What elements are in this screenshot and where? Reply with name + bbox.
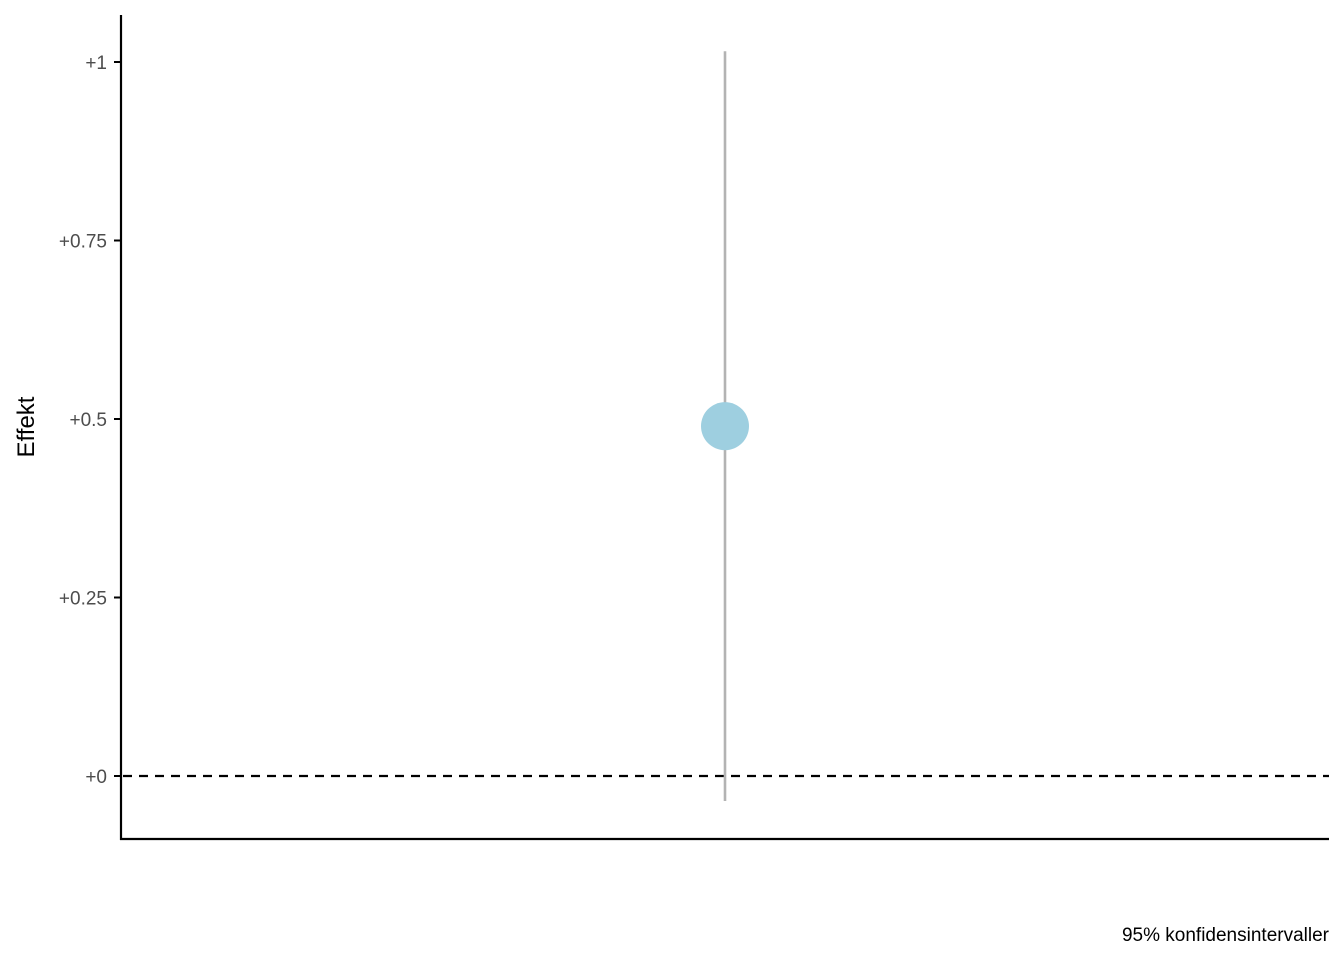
point-estimate: [701, 402, 749, 451]
y-tick-label: +1: [85, 53, 107, 74]
chart-caption: 95% konfidensintervaller: [1122, 925, 1330, 946]
y-axis-title: Effekt: [13, 396, 40, 457]
y-tick-label: +0.5: [69, 410, 107, 431]
y-tick-label: +0.25: [59, 589, 107, 610]
y-tick-label: +0: [85, 767, 107, 788]
y-axis-ticks: +0 +0.25 +0.5 +0.75 +1: [59, 53, 121, 788]
y-tick-label: +0.75: [59, 232, 107, 253]
